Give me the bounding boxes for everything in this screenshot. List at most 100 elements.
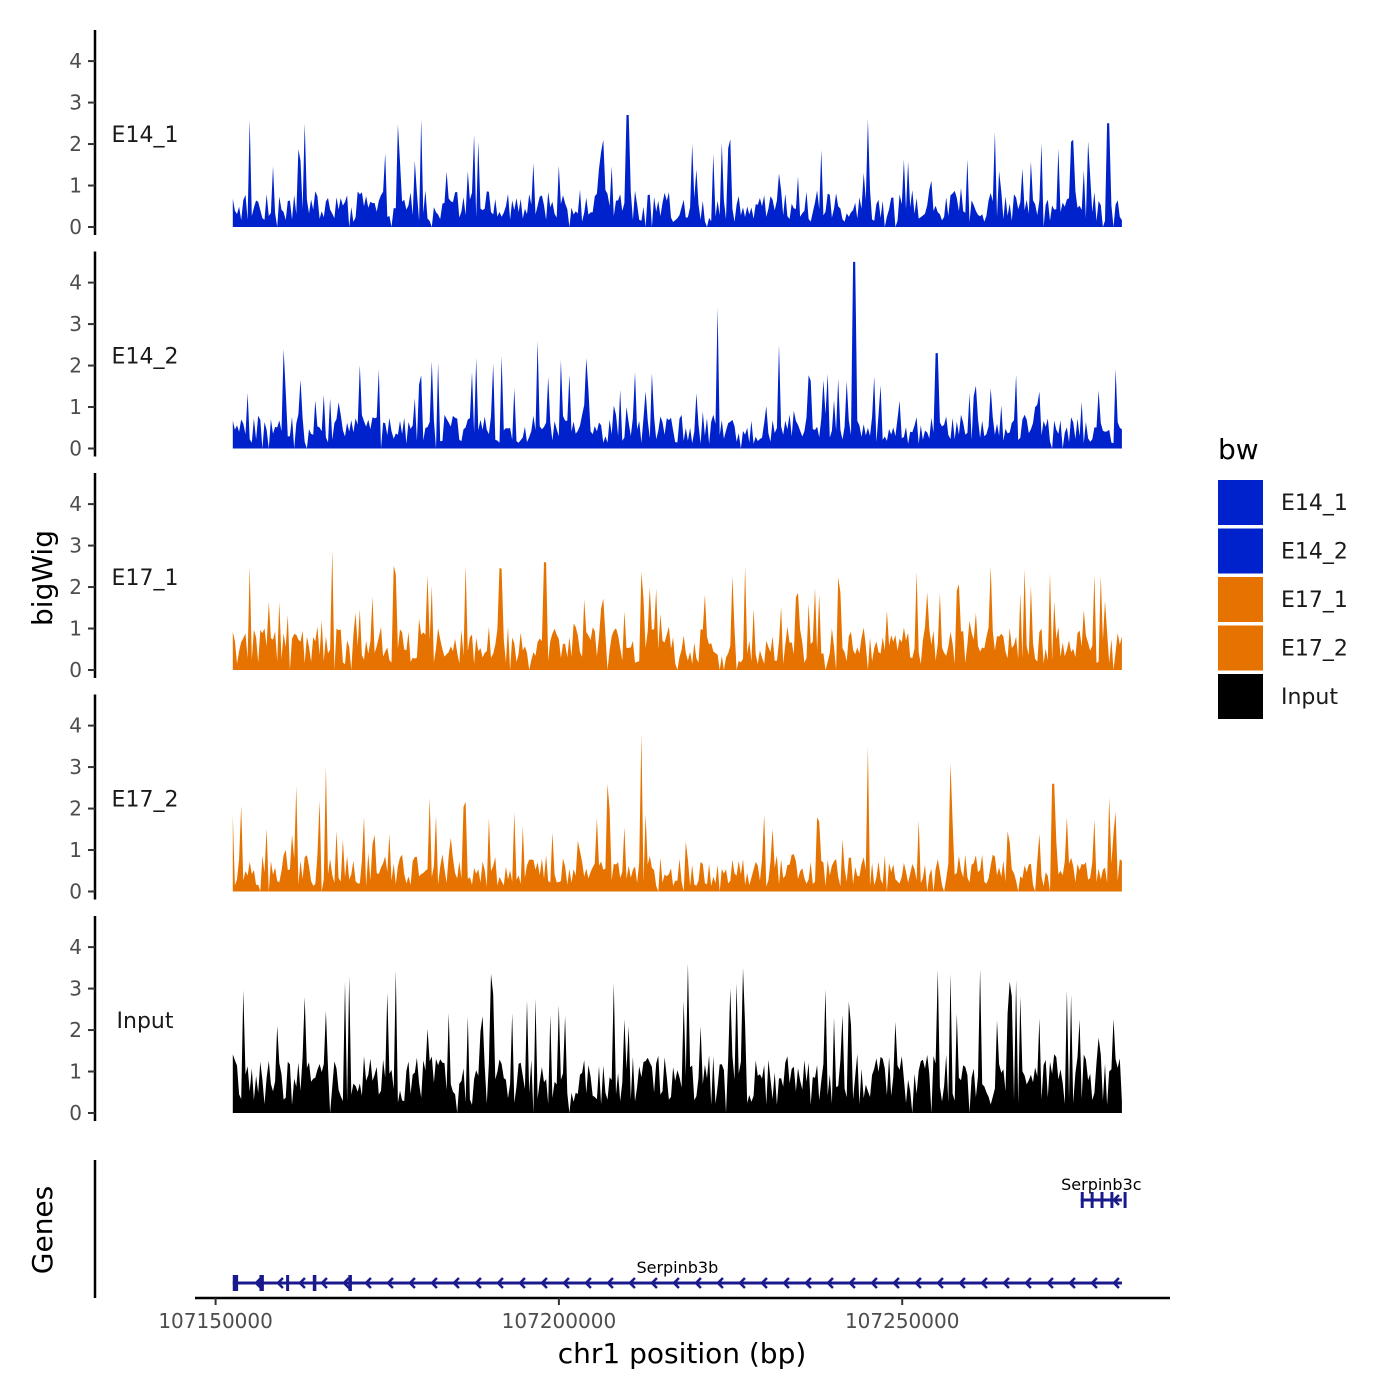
gene-exon (232, 1275, 239, 1291)
strand-arrow (892, 1277, 900, 1289)
gene-exon (1100, 1192, 1104, 1208)
y-axis-title: bigWig (26, 530, 59, 626)
gene-exon (312, 1275, 317, 1291)
genes-panel: Serpinb3b Serpinb3c (93, 1160, 1142, 1298)
y-tick-label: 2 (69, 132, 82, 156)
strand-arrow (628, 1277, 636, 1289)
gene-serpinb3b: Serpinb3b (232, 1258, 1122, 1291)
y-tick-label: 3 (69, 755, 82, 779)
track-panel-e17-1: 0 1 2 3 4 E17_1 (69, 473, 1122, 682)
gene-exon (1110, 1192, 1114, 1208)
strand-arrow (1046, 1277, 1054, 1289)
legend-swatch (1218, 674, 1263, 719)
track-panel-e14-2: 0 1 2 3 4 E14_2 (69, 251, 1122, 461)
x-axis-title: chr1 position (bp) (558, 1337, 807, 1370)
gene-exon (1080, 1192, 1084, 1208)
y-tick-label: 0 (69, 880, 82, 904)
coverage-area (232, 115, 1122, 227)
strand-arrow (518, 1277, 526, 1289)
gene-exon (286, 1275, 290, 1291)
legend-swatch (1218, 528, 1263, 574)
strand-arrow (826, 1277, 834, 1289)
y-tick-label: 4 (69, 492, 82, 516)
strand-arrow (1068, 1277, 1076, 1289)
y-tick-label: 2 (69, 354, 82, 378)
y-tick-label: 4 (69, 271, 82, 295)
strand-arrow (496, 1277, 504, 1289)
gene-exon (259, 1275, 264, 1291)
track-panel-e17-2: 0 1 2 3 4 E17_2 (69, 694, 1122, 904)
strand-arrow (606, 1277, 614, 1289)
legend-swatch (1218, 480, 1263, 525)
strand-arrow (1002, 1277, 1010, 1289)
strand-arrow (672, 1277, 680, 1289)
y-tick-label: 1 (69, 395, 82, 419)
gene-label: Serpinb3c (1061, 1175, 1141, 1194)
strand-arrow (562, 1277, 570, 1289)
legend-title: bw (1218, 433, 1259, 466)
strand-arrow (848, 1277, 856, 1289)
y-tick-label: 4 (69, 935, 82, 959)
strand-arrow (694, 1277, 702, 1289)
strand-arrow (1112, 1194, 1120, 1206)
track-panels: 0 1 2 3 4 E14_1 0 1 2 3 4 E14_2 0 1 2 3 4 E17_1 0 1 2 3 4 E17_2… (69, 30, 1122, 1125)
x-tick-label: 107150000 (158, 1309, 273, 1333)
y-tick-label: 0 (69, 1101, 82, 1125)
genes-axis-title: Genes (26, 1186, 59, 1274)
legend-label: Input (1281, 685, 1338, 710)
strand-arrow (254, 1277, 262, 1289)
strand-arrow (650, 1277, 658, 1289)
strand-arrow (430, 1277, 438, 1289)
legend-swatch (1218, 625, 1263, 671)
y-tick-label: 1 (69, 1060, 82, 1084)
y-tick-label: 0 (69, 658, 82, 682)
coverage-area (232, 261, 1122, 449)
strand-arrow (1024, 1277, 1032, 1289)
strand-arrow (540, 1277, 548, 1289)
y-tick-label: 1 (69, 617, 82, 641)
track-panel-e14-1: 0 1 2 3 4 E14_1 (69, 30, 1122, 239)
strand-arrow (914, 1277, 922, 1289)
strand-arrow (276, 1277, 284, 1289)
panel-label: E14_2 (112, 345, 179, 370)
legend-label: E14_2 (1281, 540, 1348, 565)
y-tick-label: 3 (69, 312, 82, 336)
strand-arrow (936, 1277, 944, 1289)
strand-arrow (782, 1277, 790, 1289)
panel-label: Input (117, 1009, 174, 1034)
strand-arrow (716, 1277, 724, 1289)
strand-arrow (958, 1277, 966, 1289)
x-axis: 107150000 107200000 107250000 (158, 1296, 1170, 1333)
gene-label: Serpinb3b (636, 1258, 718, 1277)
y-tick-label: 0 (69, 215, 82, 239)
y-tick-label: 2 (69, 1018, 82, 1042)
gene-exon (1090, 1192, 1094, 1208)
gene-exon (348, 1275, 352, 1291)
y-tick-label: 2 (69, 797, 82, 821)
panel-label: E17_1 (112, 566, 179, 591)
coverage-area (232, 733, 1122, 892)
y-tick-label: 0 (69, 437, 82, 461)
y-tick-label: 3 (69, 977, 82, 1001)
legend-swatch (1218, 577, 1263, 622)
strand-arrow (1112, 1277, 1120, 1289)
strand-arrow (584, 1277, 592, 1289)
strand-arrow (364, 1277, 372, 1289)
strand-arrow (452, 1277, 460, 1289)
strand-arrow (342, 1277, 350, 1289)
strand-arrow (298, 1277, 306, 1289)
gene-exon (1123, 1192, 1127, 1208)
x-tick-label: 107200000 (502, 1309, 617, 1333)
strand-arrow (320, 1277, 328, 1289)
legend-label: E17_1 (1281, 588, 1348, 613)
coverage-area (232, 549, 1122, 670)
track-panel-input: 0 1 2 3 4 Input (69, 916, 1122, 1125)
strand-arrow (386, 1277, 394, 1289)
legend: bw E14_1 E14_2 E17_1 E17_2 Input (1218, 433, 1348, 719)
gene-serpinb3c: Serpinb3c (1061, 1175, 1142, 1208)
legend-label: E17_2 (1281, 637, 1348, 662)
y-tick-label: 1 (69, 838, 82, 862)
strand-arrow (474, 1277, 482, 1289)
coverage-area (232, 963, 1122, 1113)
